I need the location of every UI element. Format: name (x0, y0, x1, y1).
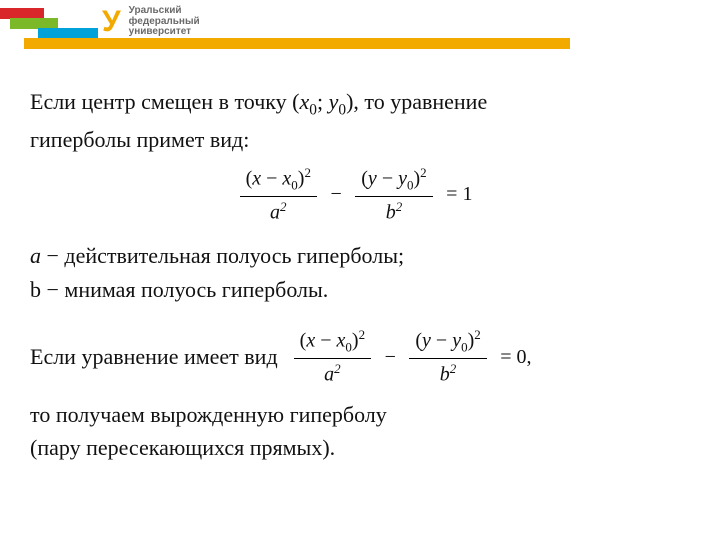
stripe-orange (24, 38, 570, 49)
slide-header: У Уральский федеральный университет (0, 0, 720, 48)
paragraph-5-row: Если уравнение имеет вид (x − x0)2 a2 − … (30, 327, 690, 386)
equation-hyperbola: (x − x0)2 a2 − (y − y0)2 b2 = 1 (30, 165, 690, 224)
text: ; (317, 89, 329, 114)
equals-zero: = 0, (492, 346, 539, 369)
paragraph-6: то получаем вырожденную гиперболу (30, 401, 690, 429)
fraction-3: (x − x0)2 a2 (294, 327, 371, 386)
paragraph-7: (пару пересекающихся прямых). (30, 434, 690, 462)
paragraph-2: гиперболы примет вид: (30, 126, 690, 154)
minus-op-2: − (377, 346, 404, 369)
logo-line-1: Уральский (129, 6, 200, 17)
paragraph-4: b − мнимая полуось гиперболы. (30, 276, 690, 304)
var-a: а (30, 243, 41, 268)
paragraph-5: Если уравнение имеет вид (30, 343, 278, 371)
var-b: b (30, 277, 41, 302)
logo-letter: У (102, 7, 121, 37)
fraction-1: (x − x0)2 a2 (240, 165, 317, 224)
equals: = 1 (438, 183, 480, 206)
minus-op: − (322, 183, 349, 206)
paragraph-1: Если центр смещен в точку (x0; y0), то у… (30, 88, 690, 120)
text: Если центр смещен в точку ( (30, 89, 300, 114)
fraction-4: (y − y0)2 b2 (409, 327, 486, 386)
sub: 0 (309, 101, 317, 118)
var-x: x (300, 89, 310, 114)
equation-degenerate: (x − x0)2 a2 − (y − y0)2 b2 = 0, (294, 327, 540, 386)
logo-line-3: университет (129, 27, 200, 38)
slide-body: Если центр смещен в точку (x0; y0), то у… (0, 48, 720, 462)
sub: 0 (338, 101, 346, 118)
university-logo: У Уральский федеральный университет (102, 6, 200, 38)
fraction-2: (y − y0)2 b2 (355, 165, 432, 224)
text: − мнимая полуось гиперболы. (41, 277, 328, 302)
var-y: y (329, 89, 339, 114)
logo-text: Уральский федеральный университет (129, 6, 200, 38)
text: − действительная полуось гиперболы; (41, 243, 404, 268)
paragraph-3: а − действительная полуось гиперболы; (30, 242, 690, 270)
text: ), то уравнение (346, 89, 487, 114)
